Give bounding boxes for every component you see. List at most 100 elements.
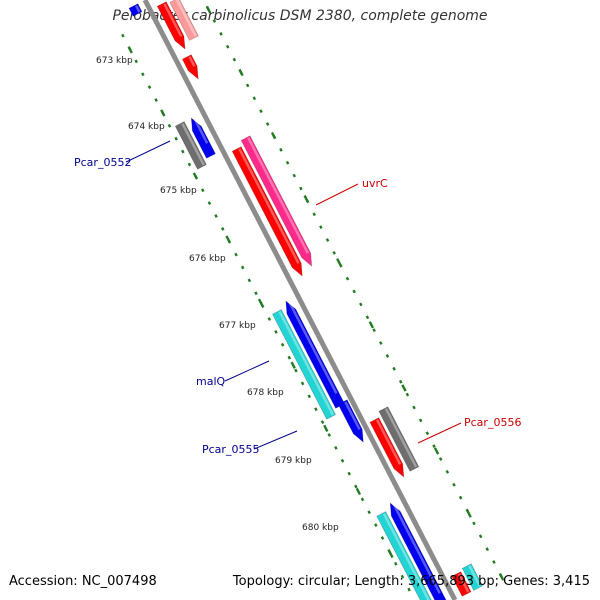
outer-tick — [418, 418, 423, 423]
inner-tick — [340, 458, 345, 463]
inner-tick — [314, 407, 318, 412]
inner-tick — [374, 523, 378, 528]
gene-lightred-673 — [169, 0, 199, 41]
outer-tick — [499, 573, 505, 581]
outer-tick — [478, 534, 483, 539]
inner-tick — [192, 172, 199, 180]
outer-tick — [458, 495, 463, 500]
outer-tick — [472, 521, 476, 526]
inner-tick — [380, 536, 385, 540]
gene-labels: Pcar_0552 uvrC malQ Pcar_0555 Pcar_0556 — [74, 140, 521, 456]
inner-tick — [360, 497, 365, 502]
outer-tick — [285, 160, 290, 165]
inner-tick — [327, 433, 331, 437]
ruler-label: 673 kbp — [96, 56, 133, 66]
gene-red-673 — [156, 1, 186, 50]
outer-tick — [365, 315, 370, 320]
inner-tick — [257, 298, 264, 306]
outer-tick — [445, 469, 450, 474]
outer-tick — [385, 354, 390, 358]
inner-tick — [187, 162, 192, 167]
inner-tick — [287, 355, 292, 360]
gene-pcar-0556-shade — [384, 408, 418, 468]
outer-tick — [319, 225, 323, 229]
outer-tick — [372, 328, 376, 333]
gene-red-673-shade — [163, 3, 183, 37]
inner-tick — [388, 550, 394, 559]
gene-malq — [272, 309, 337, 420]
inner-tick — [355, 487, 362, 496]
inner-tick — [181, 149, 185, 154]
inner-tick — [280, 342, 285, 347]
ruler-label: 674 kbp — [128, 122, 165, 132]
outer-tick — [332, 250, 336, 255]
inner-tick — [220, 226, 225, 231]
outer-tick — [299, 186, 303, 191]
outer-tick — [259, 109, 263, 114]
outer-tick — [368, 321, 375, 329]
outer-tick — [352, 289, 356, 294]
gene-pcar-0555-shade — [344, 401, 361, 431]
gene-label-leader — [253, 430, 298, 450]
gene-label-leader — [224, 360, 270, 382]
gene-uvrc — [240, 135, 313, 267]
gene-label-leader — [315, 183, 359, 206]
ruler-label: 679 kbp — [275, 456, 312, 466]
outer-tick — [485, 547, 490, 552]
inner-tick — [127, 46, 133, 54]
gene-red-uvrc — [231, 146, 303, 277]
inner-tick — [354, 484, 358, 489]
inner-tick — [160, 109, 166, 117]
outer-tick — [312, 212, 316, 217]
inner-tick — [147, 85, 152, 90]
outer-tick — [336, 258, 342, 266]
outer-tick — [292, 173, 297, 178]
inner-tick — [167, 123, 172, 128]
gene-label: Pcar_0556 — [464, 416, 521, 429]
inner-tick — [400, 574, 405, 579]
ruler-label: 675 kbp — [160, 186, 197, 196]
inner-tick — [290, 361, 296, 369]
inner-tick — [367, 510, 371, 515]
ruler-label: 678 kbp — [247, 388, 284, 398]
inner-tick — [407, 587, 411, 592]
gene-lightred-673-shade — [175, 0, 197, 37]
inner-tick — [174, 136, 178, 141]
gene-blue-680-shade — [391, 502, 441, 594]
ruler-label: 680 kbp — [302, 523, 339, 533]
inner-tick — [274, 330, 278, 334]
backbone-line — [142, 0, 458, 600]
outer-tick — [232, 57, 237, 62]
gene-gray-0552 — [174, 121, 207, 170]
outer-tick — [452, 482, 456, 487]
outer-tick — [219, 31, 223, 36]
inner-tick — [294, 368, 298, 373]
outer-tick — [245, 83, 250, 88]
inner-tick — [323, 424, 329, 432]
inner-tick — [320, 420, 325, 424]
gene-pcar-0555 — [337, 399, 364, 443]
gene-cyan-bottom-shade — [468, 565, 481, 587]
ruler-label: 676 kbp — [189, 254, 226, 264]
inner-tick — [214, 214, 218, 218]
inner-tick — [121, 33, 125, 38]
inner-tick — [234, 252, 238, 257]
outer-tick — [345, 276, 350, 281]
gene-label: Pcar_0555 — [202, 443, 259, 456]
outer-tick — [432, 444, 436, 448]
feature-layer — [128, 0, 483, 600]
gene-cyan-680 — [376, 511, 432, 600]
inner-tick — [334, 445, 338, 450]
outer-tick — [379, 341, 383, 345]
inner-tick — [254, 291, 258, 296]
gene-pcar-0552-shade — [192, 117, 209, 144]
inner-tick — [141, 72, 145, 77]
outer-tick — [433, 447, 440, 455]
outer-tick — [359, 302, 363, 307]
gene-label: uvrC — [362, 177, 388, 190]
inner-tick — [225, 235, 231, 243]
backbone — [142, 0, 458, 600]
gene-blue-677 — [285, 300, 346, 409]
gene-label-leader — [417, 422, 462, 444]
inner-tick — [240, 265, 245, 270]
